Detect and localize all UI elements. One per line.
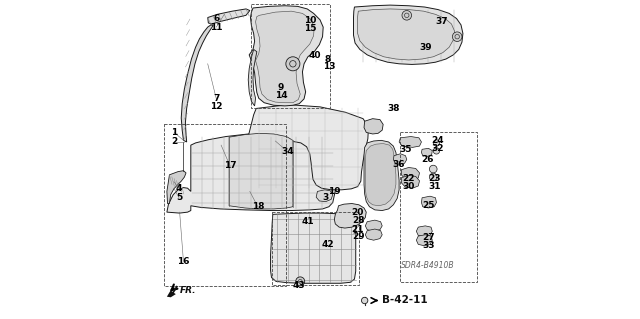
Text: 31: 31 bbox=[428, 182, 440, 191]
Text: SDR4-B4910B: SDR4-B4910B bbox=[401, 261, 454, 270]
Text: 7: 7 bbox=[213, 94, 220, 103]
Text: 24: 24 bbox=[432, 136, 444, 145]
Text: 18: 18 bbox=[252, 202, 264, 211]
Circle shape bbox=[429, 173, 437, 181]
Text: FR.: FR. bbox=[180, 286, 196, 295]
Polygon shape bbox=[365, 220, 382, 231]
Text: 5: 5 bbox=[176, 193, 182, 202]
Circle shape bbox=[429, 165, 437, 173]
Text: 41: 41 bbox=[301, 217, 314, 226]
Polygon shape bbox=[394, 154, 407, 164]
Polygon shape bbox=[417, 235, 432, 246]
Polygon shape bbox=[208, 9, 250, 24]
Text: 9: 9 bbox=[278, 83, 284, 92]
Text: 32: 32 bbox=[432, 144, 444, 153]
Polygon shape bbox=[422, 148, 432, 156]
Text: 27: 27 bbox=[422, 233, 435, 242]
Polygon shape bbox=[316, 190, 333, 202]
Text: 29: 29 bbox=[352, 232, 365, 241]
Circle shape bbox=[433, 140, 440, 146]
Polygon shape bbox=[401, 167, 420, 180]
Polygon shape bbox=[358, 9, 454, 60]
Text: 19: 19 bbox=[328, 187, 340, 196]
Text: B-42-11: B-42-11 bbox=[382, 295, 428, 306]
Text: 17: 17 bbox=[224, 161, 236, 170]
Text: 34: 34 bbox=[281, 147, 294, 156]
Polygon shape bbox=[401, 175, 420, 188]
Polygon shape bbox=[248, 49, 257, 106]
Text: 36: 36 bbox=[393, 160, 405, 169]
Text: 39: 39 bbox=[420, 43, 432, 52]
Polygon shape bbox=[334, 204, 366, 228]
Polygon shape bbox=[167, 132, 335, 213]
Polygon shape bbox=[365, 144, 396, 206]
Polygon shape bbox=[271, 213, 356, 283]
Text: 4: 4 bbox=[176, 184, 182, 193]
Text: 35: 35 bbox=[399, 145, 412, 154]
Polygon shape bbox=[417, 226, 432, 237]
Polygon shape bbox=[181, 25, 213, 142]
Text: 15: 15 bbox=[304, 24, 317, 33]
Text: 37: 37 bbox=[435, 17, 447, 26]
Circle shape bbox=[296, 277, 305, 286]
Polygon shape bbox=[364, 119, 383, 134]
Circle shape bbox=[452, 32, 462, 41]
Polygon shape bbox=[229, 133, 293, 209]
Text: 16: 16 bbox=[177, 257, 189, 266]
Text: 23: 23 bbox=[428, 174, 440, 183]
Text: 33: 33 bbox=[422, 241, 435, 250]
Text: 10: 10 bbox=[304, 16, 317, 25]
Text: 11: 11 bbox=[210, 23, 223, 32]
Text: 40: 40 bbox=[308, 51, 321, 60]
Text: 8: 8 bbox=[325, 55, 331, 63]
Text: 22: 22 bbox=[403, 174, 415, 183]
Text: 25: 25 bbox=[422, 201, 435, 210]
Text: 26: 26 bbox=[422, 155, 434, 164]
Polygon shape bbox=[249, 6, 323, 106]
Polygon shape bbox=[365, 229, 382, 240]
Text: 21: 21 bbox=[351, 225, 364, 234]
Text: 30: 30 bbox=[403, 182, 415, 191]
Text: 20: 20 bbox=[351, 208, 364, 217]
Circle shape bbox=[402, 11, 412, 20]
Polygon shape bbox=[422, 196, 436, 208]
Text: 12: 12 bbox=[210, 102, 223, 111]
Polygon shape bbox=[167, 286, 178, 297]
Text: 42: 42 bbox=[322, 241, 334, 249]
Circle shape bbox=[362, 297, 368, 304]
Text: 14: 14 bbox=[275, 91, 287, 100]
Text: 43: 43 bbox=[293, 281, 305, 290]
Text: 6: 6 bbox=[213, 14, 220, 23]
Text: 3: 3 bbox=[323, 193, 329, 202]
Text: 28: 28 bbox=[352, 216, 365, 225]
Circle shape bbox=[433, 148, 440, 154]
Polygon shape bbox=[399, 137, 422, 147]
Polygon shape bbox=[236, 105, 369, 190]
Polygon shape bbox=[364, 140, 399, 211]
Polygon shape bbox=[167, 171, 186, 204]
Text: 38: 38 bbox=[388, 104, 400, 113]
Circle shape bbox=[286, 57, 300, 71]
Text: 2: 2 bbox=[171, 137, 177, 146]
Text: 1: 1 bbox=[171, 128, 177, 137]
Polygon shape bbox=[255, 11, 314, 103]
Polygon shape bbox=[353, 5, 463, 64]
Text: 13: 13 bbox=[323, 63, 335, 71]
